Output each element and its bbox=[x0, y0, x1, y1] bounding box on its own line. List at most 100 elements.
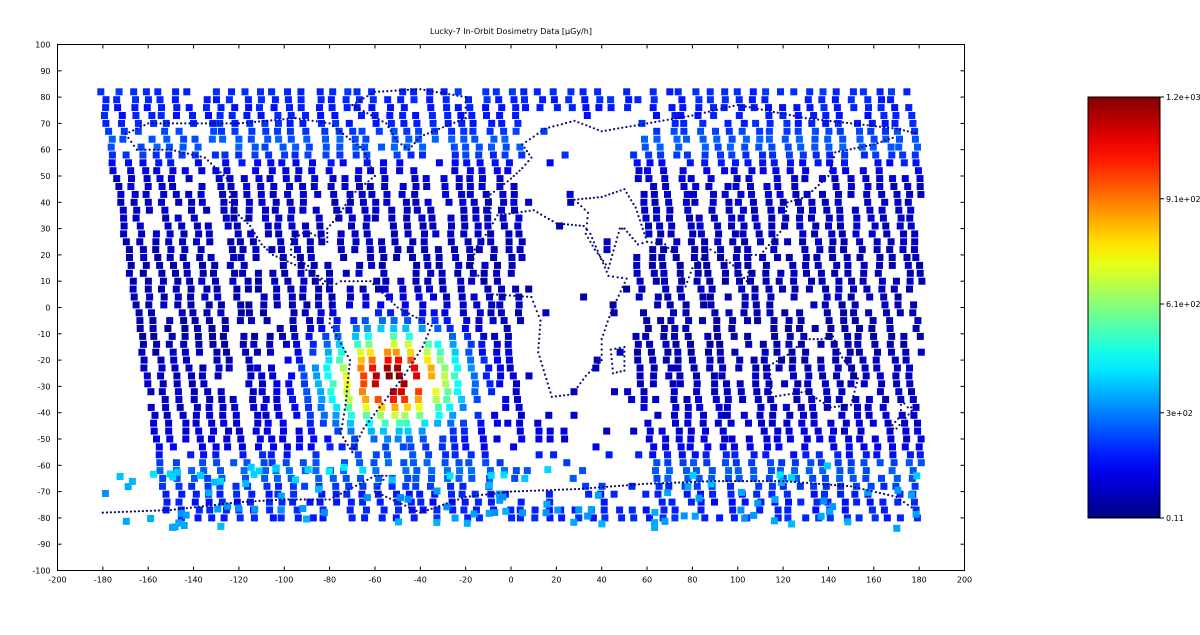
dose-point bbox=[716, 514, 724, 522]
dose-point bbox=[379, 427, 387, 435]
dose-point bbox=[887, 96, 895, 104]
coastline-dot bbox=[241, 121, 244, 125]
dose-point bbox=[199, 459, 207, 467]
dose-point bbox=[466, 167, 474, 175]
dose-point bbox=[173, 104, 181, 112]
coastline-dot bbox=[711, 109, 715, 112]
dose-point bbox=[165, 143, 173, 151]
dose-point bbox=[149, 317, 157, 325]
dose-point bbox=[461, 222, 469, 230]
dose-point bbox=[407, 151, 415, 159]
coastline-dot bbox=[655, 242, 658, 245]
coastline-dot bbox=[706, 480, 709, 483]
coastline-dot bbox=[585, 124, 588, 127]
coastline-dot bbox=[282, 258, 286, 261]
dose-point bbox=[273, 380, 281, 388]
dose-point bbox=[762, 88, 770, 96]
dose-point bbox=[289, 498, 297, 506]
dose-point bbox=[900, 340, 908, 348]
dose-point bbox=[192, 419, 200, 427]
dose-point bbox=[751, 285, 759, 293]
dose-point bbox=[811, 127, 819, 135]
coastline-dot bbox=[524, 163, 527, 166]
coastline-dot bbox=[592, 241, 596, 244]
dose-point bbox=[367, 167, 375, 175]
dose-point bbox=[867, 482, 875, 490]
dose-point bbox=[817, 269, 825, 277]
coastline-dot bbox=[351, 193, 354, 196]
dose-point bbox=[714, 222, 722, 230]
dose-point bbox=[598, 520, 606, 528]
coastline-dot bbox=[524, 210, 527, 213]
dose-point bbox=[741, 498, 749, 506]
dose-point bbox=[819, 372, 827, 380]
coastline-dot bbox=[389, 129, 392, 132]
dose-point bbox=[656, 143, 664, 151]
coastline-dot bbox=[810, 482, 813, 485]
coastline-dot bbox=[616, 276, 619, 279]
dose-point bbox=[880, 506, 888, 514]
dose-point bbox=[571, 506, 579, 514]
dose-point bbox=[691, 198, 699, 206]
coastline-dot bbox=[770, 480, 773, 483]
dose-point bbox=[900, 230, 907, 238]
dose-point bbox=[166, 435, 174, 443]
coastline-dot bbox=[379, 482, 382, 485]
coastline-dot bbox=[456, 94, 459, 97]
dose-point bbox=[546, 514, 554, 522]
dose-point bbox=[450, 143, 458, 151]
dose-point bbox=[390, 143, 398, 151]
coastline-dot bbox=[303, 262, 306, 265]
dose-point bbox=[689, 230, 697, 238]
dose-point bbox=[542, 509, 550, 517]
dose-point bbox=[785, 427, 793, 435]
dose-point bbox=[866, 293, 874, 301]
dose-point bbox=[636, 277, 644, 285]
dose-point bbox=[721, 167, 729, 175]
coastline-dot bbox=[828, 170, 831, 173]
x-tick-label: 20 bbox=[551, 576, 561, 585]
coastline-dot bbox=[310, 267, 313, 270]
dose-point bbox=[727, 490, 735, 498]
dose-point bbox=[694, 112, 702, 119]
dose-point bbox=[706, 364, 714, 372]
dose-point bbox=[375, 309, 382, 317]
dose-point bbox=[468, 112, 476, 119]
dose-point bbox=[346, 198, 354, 206]
coastline-dot bbox=[521, 295, 524, 298]
dose-point bbox=[770, 403, 778, 411]
dose-point bbox=[279, 435, 287, 443]
dose-point bbox=[245, 104, 253, 112]
dose-point bbox=[342, 372, 350, 380]
coastline-dot bbox=[801, 197, 804, 200]
x-tick-label: -20 bbox=[459, 576, 472, 585]
coastline-dot bbox=[598, 253, 601, 256]
dose-point bbox=[691, 451, 699, 459]
coastline-dot bbox=[768, 364, 771, 367]
coastline-dot bbox=[613, 128, 616, 131]
dose-point bbox=[157, 372, 165, 380]
dose-point bbox=[516, 514, 524, 522]
dose-point bbox=[324, 372, 332, 380]
dose-point bbox=[768, 143, 776, 151]
dose-point bbox=[288, 293, 296, 301]
dose-point bbox=[217, 301, 225, 309]
coastline-dot bbox=[573, 389, 577, 392]
dose-point bbox=[286, 127, 294, 135]
dose-point bbox=[853, 222, 861, 230]
dose-point bbox=[706, 340, 714, 348]
dose-point bbox=[410, 96, 418, 104]
dose-point bbox=[677, 112, 685, 119]
coastline-dot bbox=[585, 197, 588, 200]
dose-point bbox=[203, 96, 211, 104]
dose-point bbox=[728, 222, 735, 230]
coastline-dot bbox=[549, 489, 553, 492]
dose-point bbox=[349, 127, 357, 135]
dose-point bbox=[228, 112, 236, 119]
dose-point bbox=[359, 498, 367, 506]
dose-point bbox=[442, 380, 450, 388]
dose-point bbox=[916, 183, 924, 190]
coastline-dot bbox=[557, 488, 561, 491]
coastline-dot bbox=[613, 485, 617, 488]
dose-point bbox=[792, 388, 800, 396]
